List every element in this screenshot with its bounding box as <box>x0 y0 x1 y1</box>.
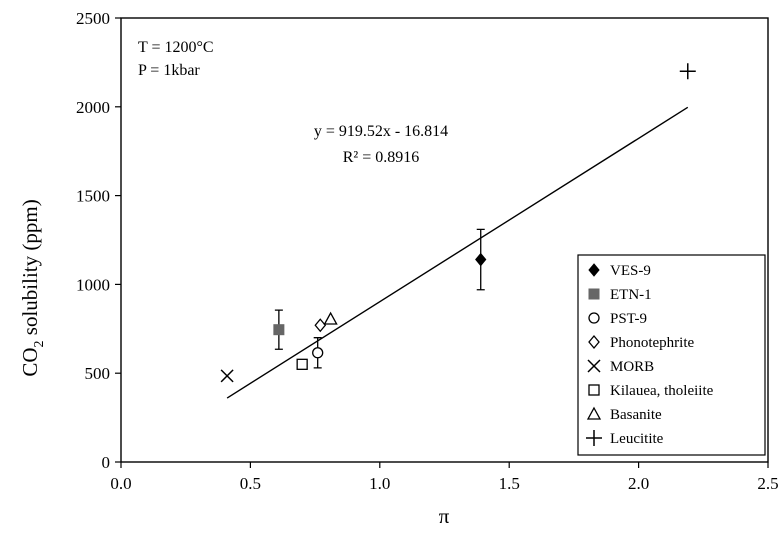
series-phonotephrite <box>314 318 327 333</box>
series-morb <box>220 369 234 383</box>
legend-marker <box>588 312 600 324</box>
y-axis-label: CO2 solubility (ppm) <box>18 199 47 376</box>
y-tick-label: 0 <box>102 453 111 472</box>
y-tick-label: 2500 <box>76 9 110 28</box>
x-axis-label: π <box>439 504 450 528</box>
condition-pressure: P = 1kbar <box>138 62 200 79</box>
x-tick-label: 0.5 <box>240 474 261 493</box>
legend-box <box>577 254 766 456</box>
x-tick-label: 2.5 <box>757 474 778 493</box>
x-tick-label: 2.0 <box>628 474 649 493</box>
series-basanite <box>323 311 338 325</box>
data-point <box>314 318 327 333</box>
x-tick-label: 1.0 <box>369 474 390 493</box>
points-layer <box>220 63 696 383</box>
x-tick-label: 1.5 <box>499 474 520 493</box>
y-tick-label: 1500 <box>76 187 110 206</box>
y-tick-label: 500 <box>85 364 111 383</box>
series-ves-9 <box>475 228 487 291</box>
legend-marker <box>586 430 602 446</box>
series-leucitite <box>679 63 696 80</box>
fit-r2: R² = 0.8916 <box>343 149 420 166</box>
legend-label: Phonotephrite <box>610 335 694 351</box>
legend-item-kilauea-tholeiite: Kilauea, tholeiite <box>588 383 714 399</box>
data-point <box>323 311 338 325</box>
data-point <box>273 324 285 336</box>
x-tick-label: 0.0 <box>110 474 131 493</box>
legend-item-ves-9: VES-9 <box>588 263 651 279</box>
y-axis-label-sub: 2 <box>32 340 47 347</box>
data-point <box>296 358 308 370</box>
fit-equation: y = 919.52x - 16.814 <box>314 123 448 140</box>
legend-label: Basanite <box>610 407 662 423</box>
legend-marker <box>586 406 602 420</box>
legend-label: Leucitite <box>610 431 664 447</box>
legend-label: Kilauea, tholeiite <box>610 383 714 399</box>
legend-label: VES-9 <box>610 263 651 279</box>
legend-label: PST-9 <box>610 311 647 327</box>
series-kilauea-tholeiite <box>296 358 308 370</box>
legend-marker <box>588 384 600 396</box>
legend-item-leucitite: Leucitite <box>586 430 664 447</box>
legend-marker <box>587 359 601 373</box>
y-tick-label: 2000 <box>76 98 110 117</box>
legend-label: ETN-1 <box>610 287 652 303</box>
series-etn-1 <box>273 309 285 350</box>
axis-ticks: 0.0 0.5 1.0 1.5 2.0 2.5 0 500 1000 1500 2000 2500 <box>76 9 779 493</box>
legend-marker <box>588 288 600 300</box>
y-tick-label: 1000 <box>76 275 110 294</box>
legend-item-morb: MORB <box>587 359 654 375</box>
y-axis-label-main: CO <box>18 347 42 376</box>
regression-line <box>226 106 689 399</box>
data-point <box>220 369 234 383</box>
data-point <box>679 63 696 80</box>
condition-temperature: T = 1200°C <box>138 39 214 56</box>
y-axis-label-rest: solubility (ppm) <box>18 199 42 340</box>
legend-item-basanite: Basanite <box>586 406 662 423</box>
data-point <box>475 252 487 267</box>
legend-item-etn-1: ETN-1 <box>588 287 652 303</box>
legend: VES-9 ETN-1 PST-9 Phonotephrite MORB Kilauea,… <box>577 254 766 456</box>
data-point <box>312 347 324 359</box>
series-pst-9 <box>312 337 324 369</box>
legend-item-phonotephrite: Phonotephrite <box>588 334 694 351</box>
legend-item-pst-9: PST-9 <box>588 311 647 327</box>
legend-marker <box>588 263 600 277</box>
plot-border <box>120 17 769 463</box>
plot-frame <box>120 17 769 463</box>
legend-label: MORB <box>610 359 654 375</box>
fit-layer <box>226 106 689 399</box>
legend-marker <box>588 334 600 350</box>
